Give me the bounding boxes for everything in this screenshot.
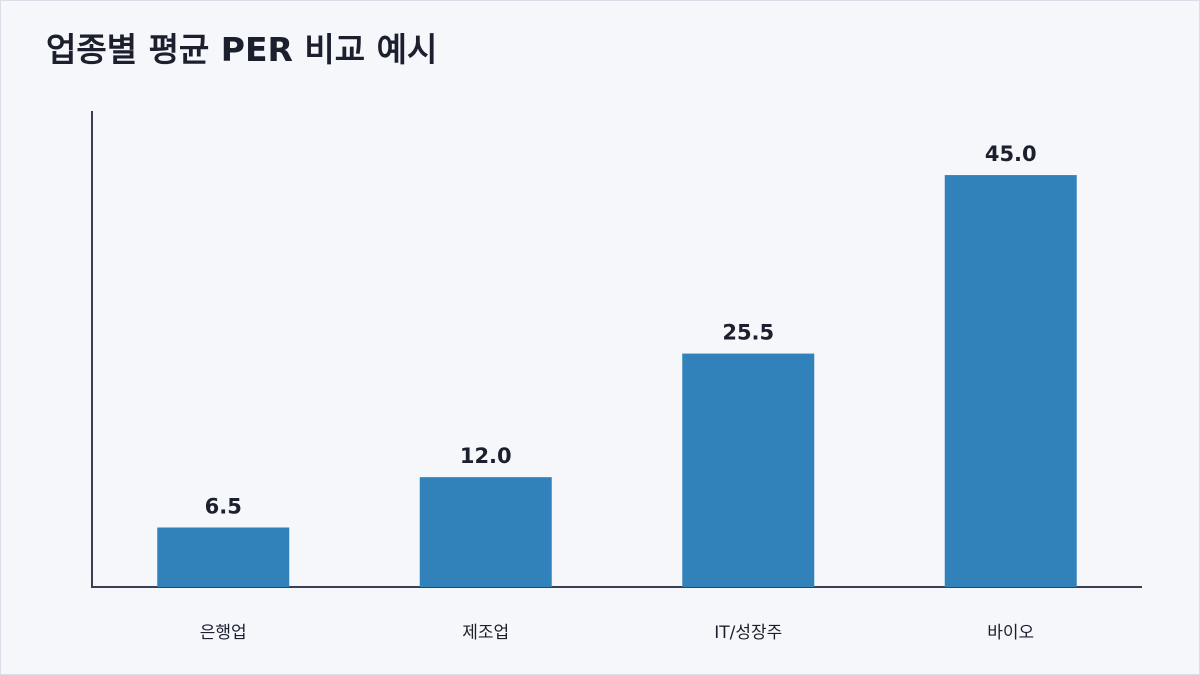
- category-label-3: IT/성장주: [714, 623, 782, 643]
- category-label-1: 은행업: [200, 623, 247, 643]
- value-label-3: 25.5: [722, 321, 774, 345]
- bar-3: [682, 353, 815, 587]
- value-label-2: 12.0: [460, 444, 512, 468]
- bar-4: [944, 175, 1077, 588]
- category-label-2: 제조업: [462, 623, 509, 643]
- value-label-1: 6.5: [205, 495, 242, 519]
- value-label-4: 45.0: [985, 142, 1037, 166]
- bar-1: [157, 527, 290, 587]
- chart-title: 업종별 평균 PER 비교 예시: [46, 30, 438, 69]
- bar-2: [419, 477, 552, 587]
- category-label-4: 바이오: [987, 623, 1034, 643]
